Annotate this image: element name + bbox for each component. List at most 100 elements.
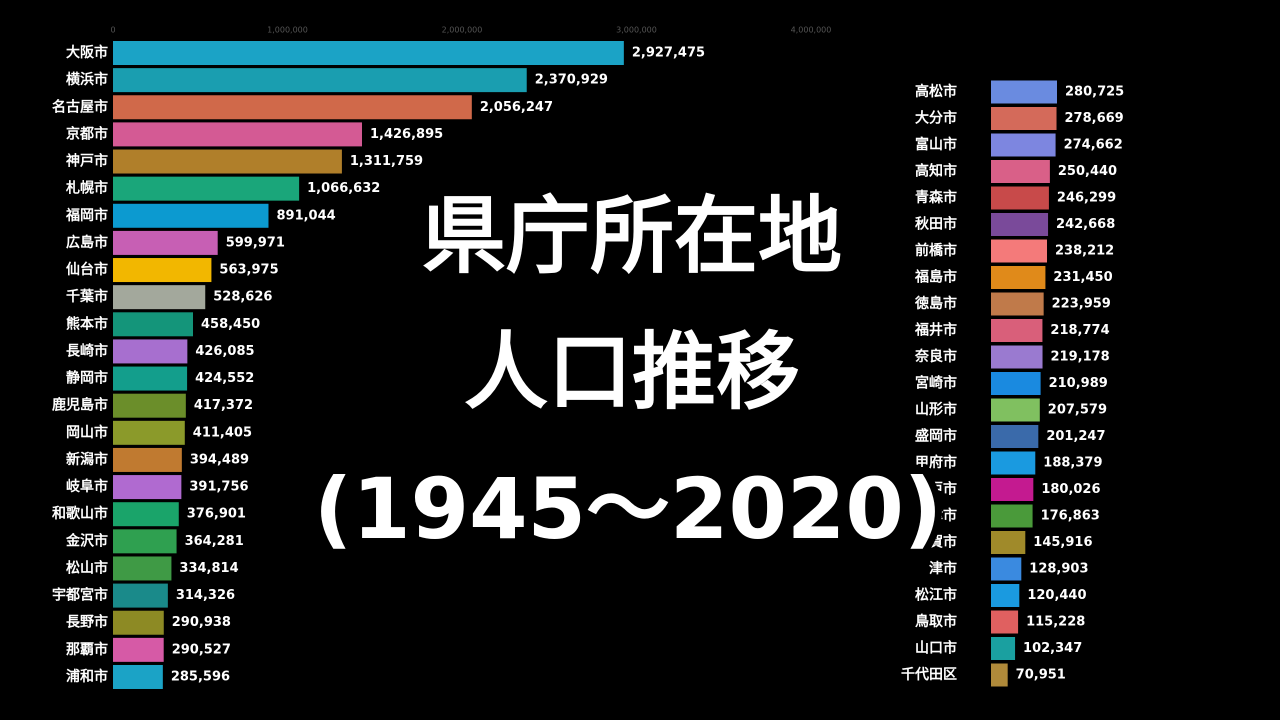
bar: [991, 186, 1049, 210]
bar: [991, 478, 1034, 501]
category-label: 熊本市: [66, 315, 108, 332]
value-label: 219,178: [1051, 350, 1110, 365]
bar: [991, 292, 1044, 316]
bar: [113, 556, 172, 581]
category-label: 奈良市: [914, 348, 957, 365]
bar: [113, 502, 179, 527]
bar: [113, 312, 193, 337]
category-label: 鹿児島市: [51, 397, 108, 414]
category-label: 福井市: [914, 322, 957, 339]
category-label: 那覇市: [66, 641, 108, 658]
category-label: 山形市: [915, 401, 957, 418]
value-label: 285,596: [171, 669, 230, 684]
bar: [113, 203, 269, 228]
value-label: 145,916: [1033, 535, 1092, 550]
bar: [991, 663, 1008, 687]
value-label: 314,326: [176, 588, 235, 603]
category-label: 千代田区: [901, 666, 957, 683]
bar: [113, 393, 186, 418]
value-label: 250,440: [1058, 164, 1117, 179]
value-label: 278,669: [1065, 111, 1124, 126]
value-label: 563,975: [219, 263, 278, 278]
bar: [113, 637, 164, 662]
x-tick-label: 4,000,000: [791, 26, 832, 35]
category-label: 新潟市: [66, 451, 108, 468]
bar: [991, 372, 1041, 395]
value-label: 180,026: [1041, 482, 1100, 497]
category-label: 鳥取市: [915, 613, 957, 630]
bar: [991, 266, 1046, 289]
bar: [113, 447, 182, 472]
category-label: 仙台市: [66, 261, 108, 278]
category-label: 長野市: [66, 614, 108, 631]
bar: [113, 176, 300, 201]
category-label: 横浜市: [66, 71, 108, 88]
category-label: 広島市: [66, 234, 108, 251]
value-label: 201,247: [1046, 429, 1105, 444]
bar: [113, 339, 188, 364]
value-label: 2,056,247: [480, 100, 553, 115]
category-label: 和歌山市: [52, 505, 108, 522]
category-label: 青森市: [915, 189, 957, 206]
category-label: 岡山市: [66, 424, 108, 441]
x-tick-label: 1,000,000: [267, 26, 308, 35]
category-label: 浦和市: [66, 668, 108, 685]
bar: [991, 504, 1033, 528]
value-label: 231,450: [1053, 270, 1112, 285]
category-label: 静岡市: [66, 370, 108, 387]
category-label: 名古屋市: [52, 98, 108, 115]
value-label: 290,938: [172, 615, 231, 630]
value-label: 334,814: [179, 561, 238, 576]
bar: [991, 345, 1043, 369]
category-label: 宮崎市: [915, 375, 957, 392]
bar: [113, 366, 188, 391]
value-label: 290,527: [172, 642, 231, 657]
value-label: 891,044: [276, 208, 335, 223]
overlay-title: 県庁所在地 人口推移 (1945～2020): [307, 180, 949, 565]
bar: [113, 475, 182, 500]
bar: [991, 557, 1022, 581]
charts: 0 1,000,000 2,000,000 3,000,000 4,000,000 大阪市…: [51, 26, 1124, 689]
value-label: 223,959: [1052, 297, 1111, 312]
bar: [991, 584, 1020, 607]
value-label: 458,450: [201, 317, 260, 332]
x-tick-label: 0: [110, 26, 115, 35]
bar: [113, 529, 177, 554]
value-label: 417,372: [194, 398, 253, 413]
bar: [991, 425, 1039, 448]
category-label: 宇都宮市: [52, 587, 108, 604]
bar: [113, 122, 362, 147]
category-label: 甲府市: [915, 454, 957, 471]
bar: [991, 160, 1050, 183]
category-label: 松山市: [66, 559, 108, 576]
title-line: 県庁所在地: [422, 187, 842, 285]
bar: [113, 258, 212, 283]
bar: [991, 319, 1043, 342]
value-label: 394,489: [190, 452, 249, 467]
category-label: 松江市: [915, 587, 957, 604]
bar: [113, 610, 164, 635]
category-label: 大阪市: [66, 44, 108, 61]
category-label: 高松市: [915, 83, 957, 100]
value-label: 391,756: [189, 480, 248, 495]
category-label: 千葉市: [66, 288, 108, 305]
value-label: 218,774: [1050, 323, 1109, 338]
category-label: 徳島市: [914, 295, 957, 312]
category-label: 大分市: [915, 110, 957, 127]
category-label: 水戸市: [915, 481, 957, 498]
bar: [991, 80, 1057, 104]
value-label: 1,426,895: [370, 127, 443, 142]
bar: [991, 133, 1056, 157]
x-tick-label: 2,000,000: [442, 26, 483, 35]
value-label: 120,440: [1027, 588, 1086, 603]
category-label: 富山市: [915, 136, 957, 153]
category-label: 長崎市: [66, 342, 108, 359]
bar: [113, 285, 206, 310]
value-label: 210,989: [1049, 376, 1108, 391]
category-label: 京都市: [66, 125, 108, 142]
bar: [113, 230, 218, 255]
bar: [991, 239, 1048, 263]
bar: [991, 213, 1049, 236]
